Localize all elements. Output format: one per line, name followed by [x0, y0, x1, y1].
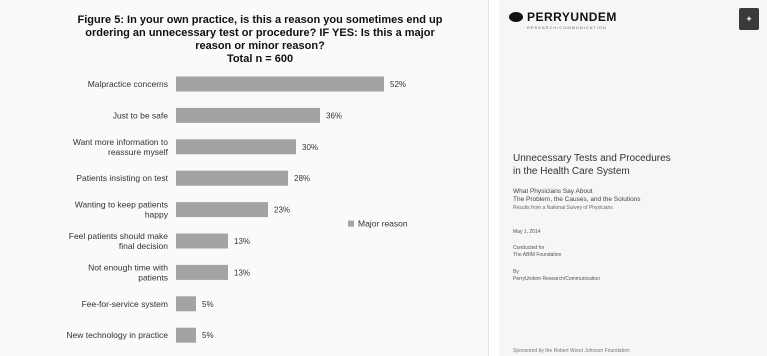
bar	[176, 264, 228, 280]
logo-mark-icon	[509, 12, 523, 22]
report-subtitle-line: What Physicians Say About	[513, 188, 593, 195]
data-label: 5%	[202, 331, 214, 340]
author-line: PerryUndem Research/Communication	[513, 276, 600, 282]
bar	[176, 296, 196, 312]
chart-panel: Figure 5: In your own practice, is this …	[60, 0, 489, 356]
author-line: By	[513, 269, 519, 275]
report-subtitle-small: Results from a National Survey of Physic…	[513, 205, 613, 211]
chart-title: Figure 5: In your own practice, is this …	[60, 14, 460, 66]
report-subtitle: What Physicians Say About The Problem, t…	[513, 188, 753, 212]
data-label: 28%	[294, 174, 310, 183]
report-subtitle-line: The Problem, the Causes, and the Solutio…	[513, 196, 641, 203]
data-label: 13%	[234, 237, 250, 246]
report-footer: Sponsored by the Robert Wood Johnson Fou…	[513, 348, 630, 354]
data-label: 5%	[202, 300, 214, 309]
logo-text: PERRYUNDEM	[527, 10, 617, 24]
report-title-line: Unnecessary Tests and Procedures	[513, 153, 671, 164]
bar	[176, 76, 384, 92]
data-label: 13%	[234, 268, 250, 277]
report-conducted-for: Conducted for The ABIM Foundation	[513, 245, 561, 259]
chart-title-line: Total n = 600	[226, 53, 294, 65]
bar-chart: 52% Malpractice concerns 36% Just to be saf…	[66, 76, 408, 343]
chart-title-line: reason or minor reason?	[195, 40, 325, 52]
category-label: happy	[145, 210, 169, 220]
data-label: 23%	[274, 206, 290, 215]
report-title: Unnecessary Tests and Procedures in the …	[513, 152, 753, 178]
legend-label: Major reason	[358, 219, 408, 229]
bar	[176, 327, 196, 343]
bar	[176, 139, 296, 155]
legend-swatch	[348, 220, 354, 227]
report-author: By PerryUndem Research/Communication	[513, 269, 600, 283]
conducted-line: Conducted for	[513, 245, 545, 251]
report-date: May 1, 2014	[513, 229, 541, 235]
report-cover: PERRYUNDEM RESEARCH/COMMUNICATION ✦ Unne…	[499, 0, 767, 356]
category-label: Fee-for-service system	[82, 299, 168, 309]
data-label: 36%	[326, 111, 342, 120]
category-label: Wanting to keep patients	[75, 200, 168, 210]
bar	[176, 107, 320, 123]
chart-title-line: ordering an unnecessary test or procedur…	[85, 27, 435, 39]
category-label: Patients insisting on test	[76, 173, 168, 183]
category-label: Feel patients should make	[69, 231, 168, 241]
bar	[176, 202, 268, 218]
category-label: patients	[138, 272, 168, 282]
category-label: New technology in practice	[66, 330, 168, 340]
chart-title-line: Figure 5: In your own practice, is this …	[77, 14, 443, 26]
category-label: Malpractice concerns	[88, 79, 168, 89]
category-label: Want more information to	[73, 137, 168, 147]
bar	[176, 170, 288, 186]
category-label: Just to be safe	[113, 110, 169, 120]
perryundem-logo: PERRYUNDEM	[509, 10, 617, 24]
report-title-line: in the Health Care System	[513, 166, 630, 177]
category-label: Not enough time with	[88, 262, 168, 272]
logo-subtext: RESEARCH/COMMUNICATION	[527, 25, 607, 30]
bar	[176, 233, 228, 249]
data-label: 52%	[390, 80, 406, 89]
data-label: 30%	[302, 143, 318, 152]
category-label: final decision	[119, 241, 168, 251]
conducted-line: The ABIM Foundation	[513, 252, 562, 258]
foundation-seal-icon: ✦	[739, 8, 759, 30]
category-label: reassure myself	[108, 147, 169, 157]
